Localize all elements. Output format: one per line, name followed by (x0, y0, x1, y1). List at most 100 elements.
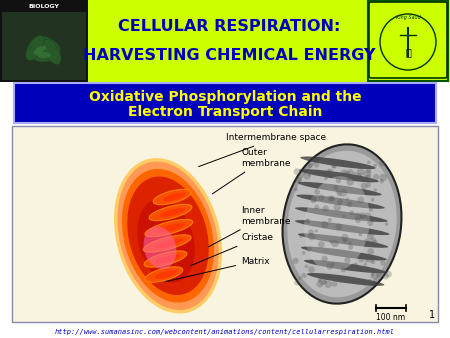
Circle shape (319, 277, 327, 285)
Circle shape (385, 271, 392, 277)
Ellipse shape (37, 52, 51, 58)
Circle shape (331, 240, 339, 247)
Circle shape (341, 169, 348, 176)
Circle shape (370, 272, 378, 280)
Circle shape (329, 196, 335, 201)
Ellipse shape (295, 220, 390, 235)
Circle shape (368, 279, 372, 283)
Circle shape (331, 163, 337, 168)
Circle shape (355, 280, 360, 285)
Circle shape (361, 183, 367, 189)
Circle shape (308, 266, 315, 273)
Circle shape (364, 238, 370, 244)
Circle shape (382, 273, 389, 280)
Bar (12, 126, 438, 322)
Circle shape (342, 215, 346, 218)
Ellipse shape (26, 35, 44, 61)
Circle shape (303, 172, 311, 180)
Ellipse shape (283, 144, 401, 304)
Text: 100 nm: 100 nm (377, 313, 405, 322)
Circle shape (305, 265, 308, 268)
Bar (2, 12, 86, 80)
Circle shape (318, 241, 324, 248)
Ellipse shape (127, 176, 209, 295)
Ellipse shape (300, 156, 376, 169)
Circle shape (385, 222, 388, 226)
Circle shape (298, 181, 302, 184)
Ellipse shape (304, 260, 386, 273)
Circle shape (374, 188, 377, 192)
Text: Outer
membrane: Outer membrane (212, 148, 291, 194)
Ellipse shape (154, 270, 177, 279)
Circle shape (366, 168, 371, 173)
Circle shape (348, 241, 351, 245)
Ellipse shape (137, 199, 195, 283)
Ellipse shape (122, 169, 214, 303)
Text: BIOLOGY: BIOLOGY (28, 4, 59, 9)
Circle shape (371, 273, 375, 276)
Text: http://www.sumanasinc.com/webcontent/animations/content/cellularrespiration.html: http://www.sumanasinc.com/webcontent/ani… (55, 329, 395, 335)
Ellipse shape (145, 219, 193, 237)
Circle shape (357, 176, 361, 180)
Circle shape (324, 281, 332, 288)
Circle shape (349, 210, 354, 215)
Ellipse shape (157, 223, 185, 233)
Circle shape (348, 245, 353, 250)
Circle shape (317, 278, 322, 282)
Circle shape (365, 174, 371, 180)
Circle shape (364, 213, 372, 220)
Text: CELLULAR RESPIRATION:: CELLULAR RESPIRATION: (118, 19, 340, 34)
Circle shape (359, 257, 364, 263)
Circle shape (340, 189, 347, 197)
Circle shape (355, 217, 361, 223)
Ellipse shape (155, 239, 184, 248)
Circle shape (360, 215, 365, 220)
Circle shape (292, 258, 299, 264)
Ellipse shape (155, 255, 180, 264)
Circle shape (357, 196, 364, 203)
Ellipse shape (163, 193, 185, 201)
Circle shape (341, 267, 346, 272)
Circle shape (367, 248, 374, 255)
Circle shape (379, 179, 384, 184)
Text: Cristae: Cristae (190, 234, 273, 266)
Circle shape (294, 280, 300, 285)
Circle shape (346, 176, 350, 180)
Circle shape (316, 281, 324, 288)
Circle shape (328, 218, 332, 222)
Circle shape (356, 173, 361, 178)
Circle shape (331, 281, 338, 287)
Text: 📖: 📖 (405, 47, 411, 57)
Circle shape (332, 164, 337, 169)
Circle shape (358, 233, 362, 236)
Circle shape (379, 160, 385, 166)
Circle shape (323, 280, 327, 284)
Bar (0, 0, 450, 82)
Circle shape (357, 168, 365, 176)
Ellipse shape (36, 36, 61, 54)
Ellipse shape (307, 273, 384, 286)
Circle shape (373, 174, 379, 180)
Circle shape (353, 172, 356, 175)
Ellipse shape (153, 189, 191, 205)
Bar (368, 1, 448, 81)
FancyBboxPatch shape (369, 2, 447, 78)
Circle shape (333, 204, 341, 211)
Circle shape (314, 162, 320, 168)
Circle shape (367, 257, 374, 263)
Circle shape (326, 263, 333, 270)
Circle shape (371, 240, 378, 247)
Ellipse shape (298, 233, 388, 248)
Circle shape (310, 196, 317, 203)
Text: Intermembrane space: Intermembrane space (198, 134, 326, 167)
Circle shape (305, 219, 309, 223)
Circle shape (337, 192, 342, 196)
Text: Matrix: Matrix (166, 257, 270, 282)
Circle shape (367, 220, 373, 226)
Circle shape (343, 239, 347, 243)
Circle shape (338, 277, 344, 283)
Bar (14, 83, 436, 123)
Ellipse shape (149, 204, 192, 221)
Ellipse shape (304, 176, 370, 272)
Circle shape (331, 262, 335, 266)
